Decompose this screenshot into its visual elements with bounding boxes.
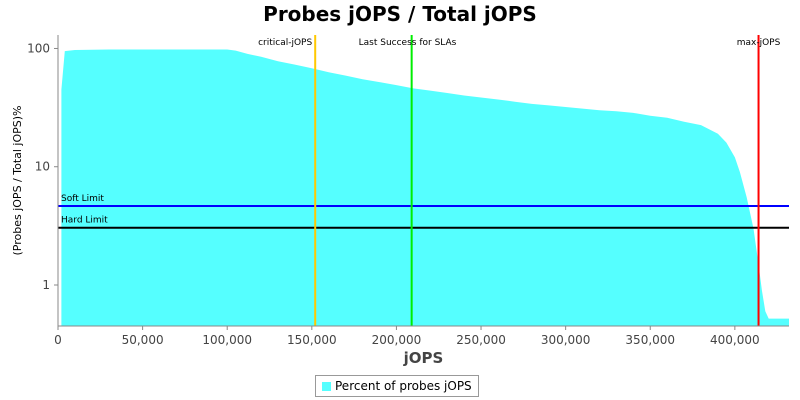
legend: Percent of probes jOPS [315,375,479,397]
x-tick-label-0: 0 [54,333,62,347]
y-tick-label-1: 10 [35,160,50,174]
x-tick-label-4: 200,000 [372,333,422,347]
hline-label-1: Hard Limit [61,216,108,226]
y-tick-label-0: 1 [42,278,50,292]
series-area [61,49,789,326]
legend-swatch [322,381,331,391]
x-tick-label-8: 400,000 [710,333,760,347]
x-tick-label-2: 100,000 [202,333,252,347]
hline-label-0: Soft Limit [61,194,104,204]
legend-label: Percent of probes jOPS [335,379,472,393]
vline-label-1: Last Success for SLAs [359,38,457,48]
vline-label-2: max-jOPS [737,38,781,48]
y-axis-title: (Probes jOPS / Total jOPS)% [11,105,24,255]
x-axis-title: jOPS [403,349,444,367]
x-tick-label-7: 350,000 [625,333,675,347]
x-tick-label-5: 250,000 [456,333,506,347]
y-tick-label-2: 100 [27,41,50,55]
x-tick-label-1: 50,000 [122,333,164,347]
x-tick-label-3: 150,000 [287,333,337,347]
vline-label-0: critical-jOPS [258,38,312,48]
x-tick-label-6: 300,000 [541,333,591,347]
chart-title: Probes jOPS / Total jOPS [263,2,537,26]
